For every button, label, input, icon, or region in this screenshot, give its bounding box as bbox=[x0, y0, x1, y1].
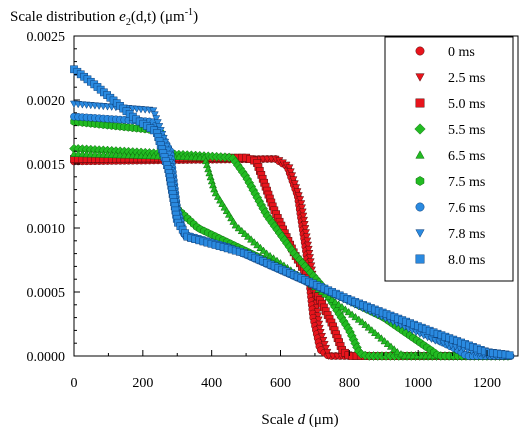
data-point bbox=[303, 237, 312, 245]
legend-label: 2.5 ms bbox=[448, 71, 485, 86]
data-point bbox=[150, 111, 159, 119]
legend: 0 ms 2.5 ms 5.0 ms 5.5 ms 6.5 ms 7.5 ms 7.6 ms… bbox=[384, 36, 514, 282]
x-tick-label: 200 bbox=[132, 376, 153, 391]
data-point bbox=[314, 316, 323, 324]
data-point bbox=[323, 348, 332, 357]
legend-marker bbox=[415, 98, 425, 108]
data-point bbox=[313, 308, 322, 316]
data-point bbox=[292, 184, 301, 192]
legend-item: 5.0 ms bbox=[415, 97, 485, 112]
data-point bbox=[298, 208, 307, 216]
data-point bbox=[290, 180, 299, 188]
data-point bbox=[393, 347, 402, 356]
y-tick-label: 0.0000 bbox=[27, 350, 66, 365]
legend-label: 6.5 ms bbox=[448, 149, 485, 164]
y-tick-label: 0.0005 bbox=[27, 286, 66, 301]
data-point bbox=[322, 344, 331, 353]
data-point bbox=[315, 320, 324, 328]
legend-label: 5.0 ms bbox=[448, 97, 485, 112]
legend-label: 8.0 ms bbox=[448, 253, 485, 268]
x-tick-label: 400 bbox=[201, 376, 222, 391]
legend-marker bbox=[415, 229, 425, 238]
x-tick-label: 1200 bbox=[473, 376, 501, 391]
data-point bbox=[320, 340, 329, 349]
x-tick-label: 600 bbox=[270, 376, 291, 391]
plot-area bbox=[73, 35, 519, 357]
legend-item: 8.0 ms bbox=[415, 253, 485, 268]
x-tick-label: 1000 bbox=[404, 376, 432, 391]
legend-marker bbox=[415, 254, 425, 264]
legend-label: 7.5 ms bbox=[448, 175, 485, 190]
data-point bbox=[153, 119, 162, 127]
legend-items: 0 ms 2.5 ms 5.0 ms 5.5 ms 6.5 ms 7.5 ms 7.6 ms… bbox=[414, 45, 485, 268]
data-point bbox=[293, 188, 302, 196]
data-point bbox=[319, 336, 328, 345]
data-point bbox=[301, 225, 310, 233]
x-axis-label: Scale d (μm) bbox=[261, 412, 338, 428]
legend-marker bbox=[415, 202, 425, 212]
data-point bbox=[288, 172, 297, 180]
legend-item: 0 ms bbox=[415, 45, 475, 60]
legend-marker bbox=[415, 176, 425, 186]
x-tick-label: 0 bbox=[71, 376, 78, 391]
data-point bbox=[297, 200, 306, 208]
chart-title: Scale distribution e2(d,t) (μm-1) bbox=[10, 7, 198, 28]
legend-box bbox=[384, 36, 514, 282]
data-point bbox=[317, 332, 327, 341]
legend-label: 5.5 ms bbox=[448, 123, 485, 138]
data-point bbox=[304, 245, 313, 254]
legend-item: 6.5 ms bbox=[415, 149, 485, 164]
legend-item: 7.6 ms bbox=[415, 201, 485, 216]
legend-label: 7.6 ms bbox=[448, 201, 485, 216]
data-point bbox=[286, 168, 295, 176]
legend-marker bbox=[415, 150, 425, 159]
legend-label: 0 ms bbox=[448, 45, 475, 60]
data-point bbox=[149, 107, 158, 115]
legend-item: 5.5 ms bbox=[414, 123, 485, 138]
data-point bbox=[301, 229, 311, 237]
legend-marker bbox=[415, 46, 425, 56]
data-point bbox=[289, 176, 298, 184]
data-point bbox=[285, 164, 294, 172]
data-point bbox=[302, 233, 311, 241]
legend-item: 7.8 ms bbox=[415, 227, 485, 242]
data-point bbox=[294, 192, 303, 200]
plot-frame bbox=[73, 35, 519, 357]
data-point bbox=[299, 216, 309, 225]
data-point bbox=[152, 115, 161, 123]
data-point bbox=[306, 258, 315, 266]
legend-item: 7.5 ms bbox=[415, 175, 485, 190]
legend-item: 2.5 ms bbox=[415, 71, 485, 86]
x-tick-label: 800 bbox=[339, 376, 360, 391]
data-point bbox=[297, 204, 307, 212]
legend-marker bbox=[414, 123, 426, 135]
data-point bbox=[300, 221, 309, 229]
data-point bbox=[305, 254, 315, 262]
axes-layer: 0 200 400 600 800 1000 1200 0.0000 0.0005 0.0010 0… bbox=[27, 30, 502, 391]
data-point bbox=[305, 250, 314, 258]
y-tick-label: 0.0025 bbox=[27, 30, 66, 45]
data-layer bbox=[69, 65, 515, 361]
legend-marker bbox=[415, 73, 425, 82]
data-point bbox=[315, 324, 324, 333]
data-point bbox=[296, 196, 305, 204]
data-point bbox=[314, 312, 323, 320]
y-tick-label: 0.0015 bbox=[27, 158, 66, 173]
data-point bbox=[299, 212, 308, 220]
y-tick-label: 0.0020 bbox=[27, 94, 66, 109]
data-point bbox=[303, 241, 313, 249]
series-8-0-ms bbox=[70, 65, 514, 360]
legend-label: 7.8 ms bbox=[448, 227, 485, 242]
data-point bbox=[316, 329, 325, 337]
y-tick-label: 0.0010 bbox=[27, 222, 66, 237]
data-point bbox=[505, 351, 514, 360]
